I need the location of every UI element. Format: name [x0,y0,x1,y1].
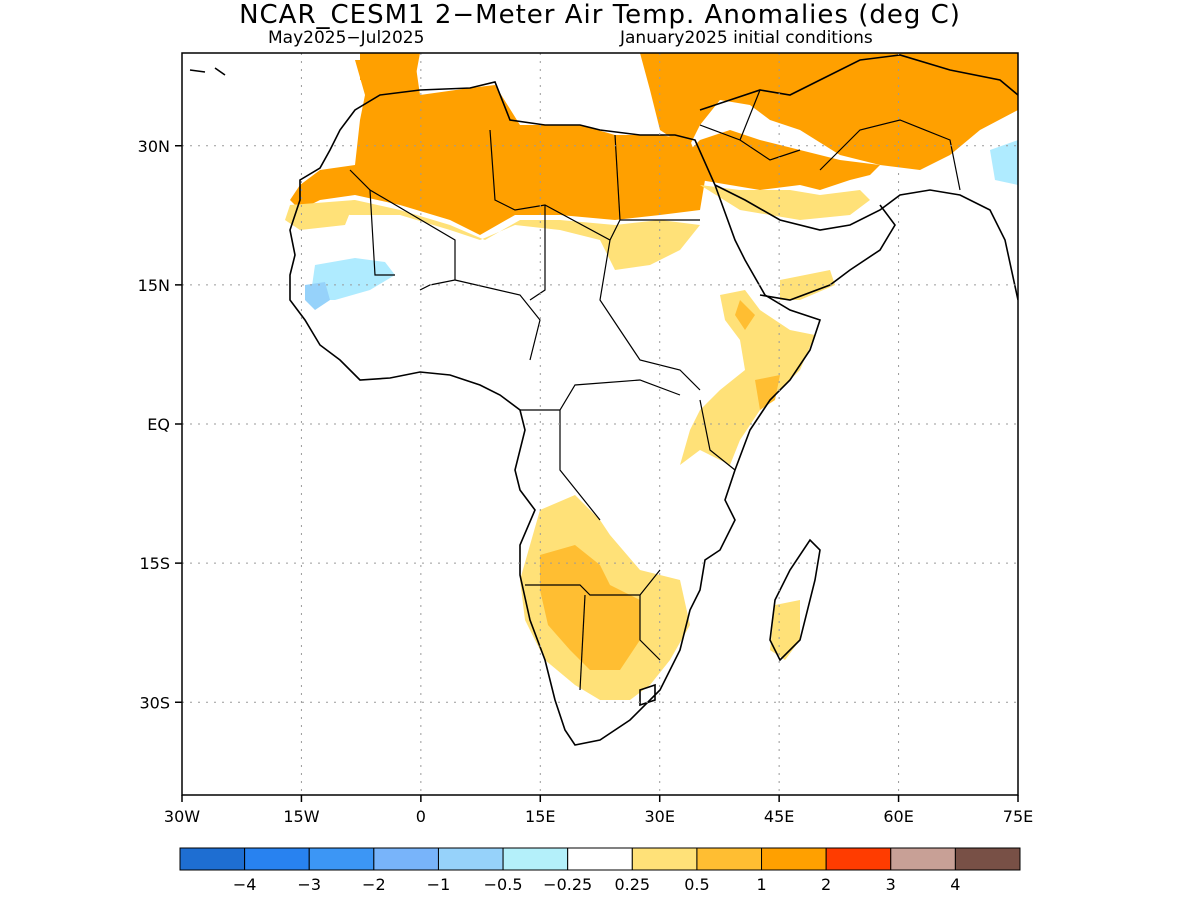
x-tick-label: 15W [283,807,319,826]
colorbar-swatch [761,847,827,871]
x-tick-label: 30W [164,807,200,826]
colorbar-label: −0.25 [543,875,592,894]
colorbar-label: 1 [756,875,766,894]
anomaly-region-india-cool [990,140,1018,185]
anomaly-region-madagascar-half [770,600,800,660]
y-tick-label: 15N [138,276,170,295]
colorbar-label: −1 [427,875,451,894]
y-axis: 30N 15N EQ 15S 30S [138,137,182,712]
colorbar-label: 4 [950,875,960,894]
anomaly-region-west-africa-cool [310,258,395,300]
colorbar-label: −3 [297,875,321,894]
colorbar-label: 2 [821,875,831,894]
colorbar-swatch [954,847,1021,871]
colorbar-swatch [437,847,504,871]
y-tick-label: 30N [138,137,170,156]
colorbar-swatch [308,847,375,871]
anomaly-region-arabia-half [700,185,870,220]
colorbar: −4 −3 −2 −1 −0.5 −0.25 0.25 0.5 1 2 3 4 [179,847,1021,894]
anomaly-region-arabia-1 [640,53,1018,190]
y-tick-label: EQ [147,415,170,434]
map-area [189,53,1018,746]
colorbar-label: −4 [233,875,257,894]
anomaly-region-southern-africa-1 [540,545,640,670]
colorbar-swatch [179,847,246,871]
forecast-period: May2025−Jul2025 [268,28,425,48]
colorbar-label: −0.5 [484,875,523,894]
initial-conditions: January2025 initial conditions [620,28,873,48]
anomaly-region-nw-africa-half [285,200,355,230]
colorbar-label: −2 [362,875,386,894]
x-tick-label: 30E [644,807,674,826]
colorbar-swatch [825,847,892,871]
anomaly-region-senegal-cool-2 [305,282,330,310]
x-tick-label: 45E [764,807,794,826]
x-tick-label: 0 [416,807,426,826]
x-tick-label: 60E [883,807,913,826]
colorbar-label: 0.5 [684,875,709,894]
country-borders [349,89,961,691]
colorbar-swatch [890,847,956,871]
anomaly-region-ethiopia-1 [735,300,780,410]
x-tick-label: 75E [1003,807,1033,826]
colorbar-swatch [567,847,633,871]
anomaly-region-north-africa-1 [290,60,705,235]
anomaly-region-north-edge [360,53,420,80]
chart-title: NCAR_CESM1 2−Meter Air Temp. Anomalies (… [239,0,961,30]
y-tick-label: 30S [139,693,170,712]
colorbar-label: 3 [886,875,896,894]
coastlines [189,54,1018,746]
y-tick-label: 15S [139,554,170,573]
anomaly-region-ethiopia-half [680,290,815,465]
gridlines [182,53,1018,795]
colorbar-swatch [696,847,763,871]
x-axis: 30W 15W 0 15E 30E 45E 60E 75E [164,795,1033,826]
x-tick-label: 15E [525,807,555,826]
colorbar-label: 0.25 [614,875,650,894]
colorbar-swatch [373,847,439,871]
colorbar-swatch [631,847,698,871]
colorbar-swatch [502,847,569,871]
colorbar-swatch [244,847,310,871]
